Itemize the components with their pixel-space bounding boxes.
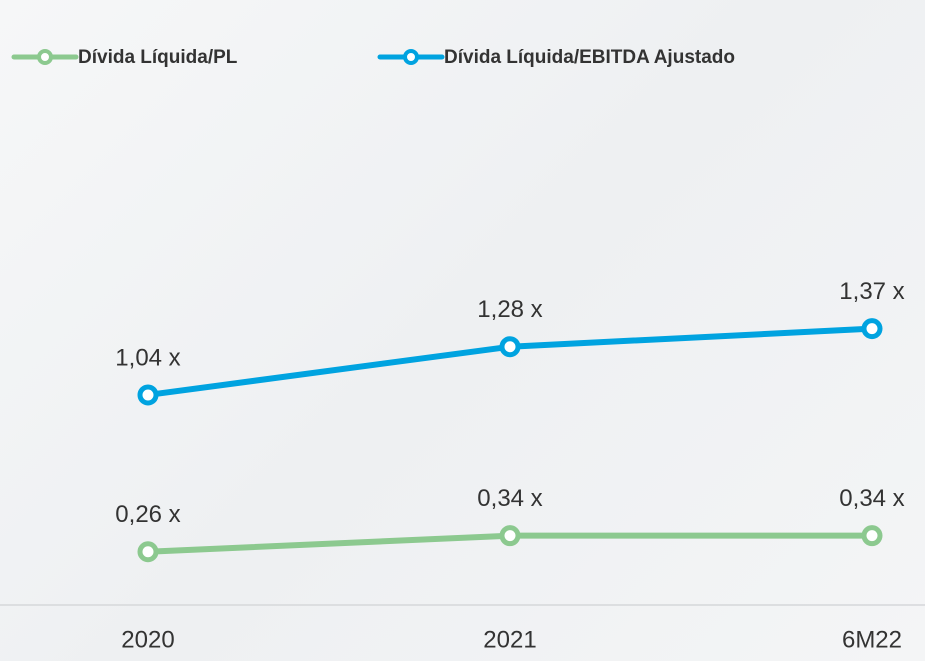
legend-label: Dívida Líquida/EBITDA Ajustado <box>444 47 735 68</box>
data-label: 0,34 x <box>477 485 542 512</box>
data-label: 0,34 x <box>839 485 904 512</box>
data-label: 1,04 x <box>115 344 180 371</box>
legend-marker <box>39 51 51 63</box>
point <box>864 528 880 544</box>
data-label: 1,28 x <box>477 296 542 323</box>
x-tick-label: 2020 <box>121 626 174 653</box>
point <box>502 339 518 355</box>
point <box>864 321 880 337</box>
point <box>140 544 156 560</box>
point <box>502 528 518 544</box>
data-label: 1,37 x <box>839 278 904 305</box>
legend-marker <box>405 51 417 63</box>
x-tick-label: 6M22 <box>842 626 902 653</box>
x-tick-label: 2021 <box>483 626 536 653</box>
data-label: 0,26 x <box>115 501 180 528</box>
legend-label: Dívida Líquida/PL <box>78 47 238 68</box>
point <box>140 387 156 403</box>
chart: Dívida Líquida/PL Dívida Líquida/EBITDA A… <box>0 0 925 661</box>
